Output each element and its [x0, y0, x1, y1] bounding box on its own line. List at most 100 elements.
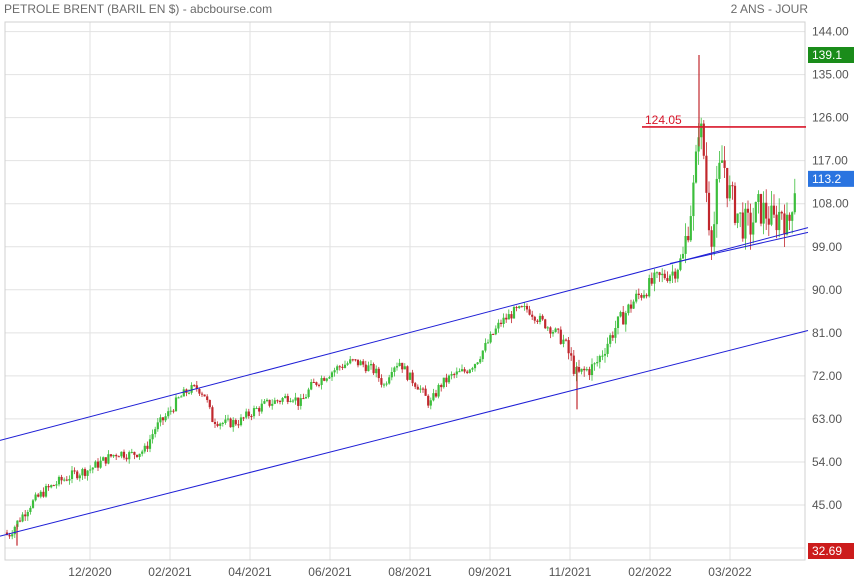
candle-up: [609, 335, 612, 344]
candle-down: [211, 407, 214, 422]
candle-up: [681, 253, 685, 259]
x-tick-label: 06/2021: [308, 565, 352, 579]
candle-up: [180, 396, 183, 398]
candle-up: [328, 377, 331, 379]
candle-up: [489, 333, 492, 343]
candle-up: [307, 389, 310, 398]
chart-period[interactable]: 2 ANS - JOUR: [730, 2, 808, 16]
candle-down: [354, 359, 357, 361]
candle-up: [148, 439, 152, 449]
candle-up: [793, 193, 796, 213]
candle-up: [325, 378, 328, 381]
candle-down: [83, 469, 87, 476]
candle-up: [736, 213, 739, 223]
candle-up: [349, 359, 352, 364]
candle-down: [731, 185, 734, 187]
candle-down: [520, 306, 523, 308]
candle-up: [606, 343, 609, 354]
candle-up: [63, 479, 66, 481]
candle-up: [689, 216, 692, 241]
candle-down: [312, 382, 315, 384]
candle-up: [167, 411, 170, 417]
candle-up: [34, 494, 37, 501]
candle-up: [655, 272, 659, 274]
candle-down: [533, 316, 536, 321]
candle-up: [55, 484, 58, 486]
candle-up: [310, 382, 313, 390]
candle-up: [70, 470, 74, 480]
candle-up: [744, 208, 747, 239]
candle-up: [684, 236, 687, 254]
candle-down: [788, 214, 791, 221]
candle-up: [627, 304, 630, 314]
candle-up: [177, 397, 180, 399]
candle-down: [411, 372, 414, 384]
candle-up: [562, 339, 565, 344]
candle-up: [154, 429, 157, 435]
candle-up: [346, 363, 349, 365]
candle-up: [494, 328, 497, 335]
candle-up: [388, 377, 391, 384]
y-tick-label: 99.00: [812, 240, 842, 254]
candle-down: [414, 383, 417, 387]
candle-up: [130, 451, 133, 453]
candle-up: [512, 307, 516, 319]
channel-line-support: [669, 231, 809, 264]
candle-down: [453, 374, 456, 376]
candle-up: [156, 422, 159, 430]
candle-down: [276, 400, 279, 402]
candle-down: [707, 192, 711, 231]
candle-down: [341, 366, 344, 368]
candle-up: [89, 469, 92, 471]
candle-up: [596, 362, 599, 364]
candle-up: [102, 457, 105, 461]
candle-down: [541, 315, 544, 320]
candle-down: [364, 364, 367, 372]
candle-up: [245, 411, 248, 418]
candle-up: [239, 417, 243, 426]
candle-up: [700, 123, 703, 138]
candle-up: [523, 305, 526, 307]
candle-series: [5, 54, 796, 546]
candle-down: [52, 485, 55, 487]
candle-down: [767, 218, 770, 225]
candle-up: [68, 479, 71, 481]
candle-down: [135, 454, 139, 457]
candle-down: [206, 396, 209, 400]
candle-down: [362, 361, 365, 365]
candle-down: [645, 294, 648, 297]
channel-line-lower: [0, 329, 809, 537]
candle-up: [635, 293, 638, 302]
candle-down: [302, 398, 305, 400]
candle-down: [317, 384, 321, 386]
candle-up: [44, 485, 48, 497]
y-tick-label: 135.00: [812, 68, 849, 82]
candle-down: [268, 399, 271, 406]
candle-up: [437, 385, 440, 397]
candle-down: [133, 451, 136, 455]
candle-up: [232, 420, 235, 428]
candle-up: [668, 275, 672, 282]
candle-down: [588, 369, 591, 376]
candle-down: [372, 363, 375, 374]
candle-up: [224, 419, 227, 423]
candle-down: [416, 386, 419, 390]
candle-up: [676, 269, 679, 279]
candle-up: [715, 178, 718, 225]
candle-down: [611, 335, 614, 338]
candle-up: [497, 322, 500, 329]
candle-up: [653, 272, 656, 284]
candle-down: [557, 328, 560, 330]
candle-up: [739, 212, 742, 214]
candle-down: [749, 212, 752, 235]
candle-down: [702, 123, 705, 156]
candle-down: [122, 451, 126, 458]
x-tick-label: 11/2021: [549, 565, 592, 579]
candle-down: [203, 394, 206, 397]
candle-up: [450, 374, 453, 376]
candle-up: [143, 445, 146, 452]
candle-down: [723, 160, 726, 168]
candle-down: [258, 408, 261, 412]
candle-up: [752, 222, 755, 235]
candle-up: [284, 396, 287, 399]
